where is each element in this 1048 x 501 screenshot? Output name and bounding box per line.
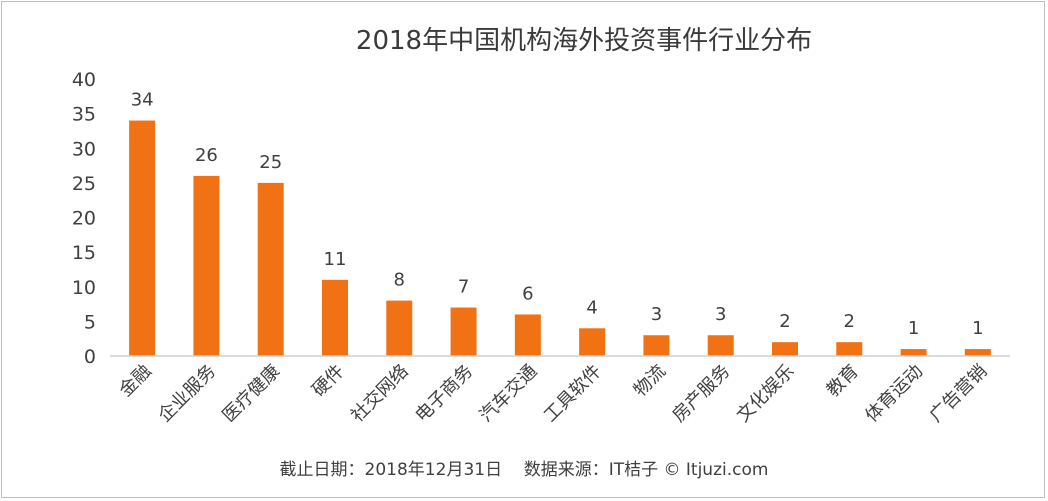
y-tick-label: 5 bbox=[84, 311, 96, 333]
data-label: 2 bbox=[844, 311, 855, 332]
data-label: 7 bbox=[458, 277, 469, 298]
bar bbox=[514, 314, 541, 356]
data-label: 8 bbox=[394, 270, 405, 291]
data-label: 26 bbox=[195, 145, 218, 166]
bar-series bbox=[129, 120, 991, 356]
x-tick-label: 物流 bbox=[630, 361, 670, 401]
x-tick-label: 广告营销 bbox=[926, 361, 992, 427]
x-tick-label: 工具软件 bbox=[540, 361, 606, 427]
bar bbox=[772, 342, 798, 356]
y-tick-label: 0 bbox=[84, 346, 96, 368]
x-tick-label: 文化娱乐 bbox=[733, 361, 799, 427]
x-tick-label: 金融 bbox=[115, 361, 155, 401]
bar bbox=[836, 342, 863, 356]
x-tick-label: 体育运动 bbox=[861, 361, 927, 427]
data-label: 1 bbox=[908, 318, 919, 339]
data-label: 4 bbox=[586, 297, 597, 318]
data-label: 3 bbox=[715, 304, 726, 325]
x-tick-label: 汽车交通 bbox=[476, 361, 542, 427]
y-axis: 0 5 10 15 20 25 30 35 40 bbox=[72, 69, 96, 368]
y-tick-label: 10 bbox=[72, 277, 96, 299]
bar bbox=[900, 349, 927, 356]
data-label: 2 bbox=[779, 311, 790, 332]
y-tick-label: 15 bbox=[72, 242, 96, 264]
y-tick-label: 30 bbox=[72, 138, 96, 160]
chart-footer: 截止日期：2018年12月31日 数据来源：IT桔子 © Itjuzi.com bbox=[0, 455, 1048, 480]
y-tick-label: 20 bbox=[72, 208, 96, 230]
bar bbox=[707, 335, 734, 356]
data-label: 25 bbox=[259, 152, 282, 173]
x-tick-label: 硬件 bbox=[308, 361, 348, 401]
x-tick-label: 教育 bbox=[823, 361, 863, 401]
bar bbox=[193, 175, 220, 356]
x-tick-label: 房产服务 bbox=[668, 361, 734, 427]
bar bbox=[643, 335, 670, 356]
x-tick-label: 医疗健康 bbox=[218, 361, 284, 427]
bar bbox=[322, 279, 348, 356]
bar bbox=[964, 349, 991, 356]
data-label: 1 bbox=[972, 318, 983, 339]
data-label: 6 bbox=[522, 283, 533, 304]
source-note: 数据来源：IT桔子 © Itjuzi.com bbox=[523, 460, 769, 480]
chart-title: 2018年中国机构海外投资事件行业分布 bbox=[356, 26, 812, 56]
data-label: 11 bbox=[324, 249, 347, 270]
bar bbox=[579, 328, 606, 356]
date-note: 截止日期：2018年12月31日 bbox=[279, 460, 503, 480]
y-tick-label: 35 bbox=[72, 104, 96, 126]
y-tick-label: 25 bbox=[72, 173, 96, 195]
y-tick-label: 40 bbox=[72, 69, 96, 91]
x-tick-label: 社交网络 bbox=[347, 361, 413, 427]
x-tick-label: 电子商务 bbox=[411, 361, 477, 427]
x-tick-label: 企业服务 bbox=[154, 361, 220, 427]
bar bbox=[386, 300, 413, 356]
data-label: 3 bbox=[651, 304, 662, 325]
bar bbox=[129, 120, 156, 356]
bar bbox=[450, 307, 477, 356]
data-label: 34 bbox=[131, 90, 154, 111]
bar bbox=[257, 182, 284, 356]
